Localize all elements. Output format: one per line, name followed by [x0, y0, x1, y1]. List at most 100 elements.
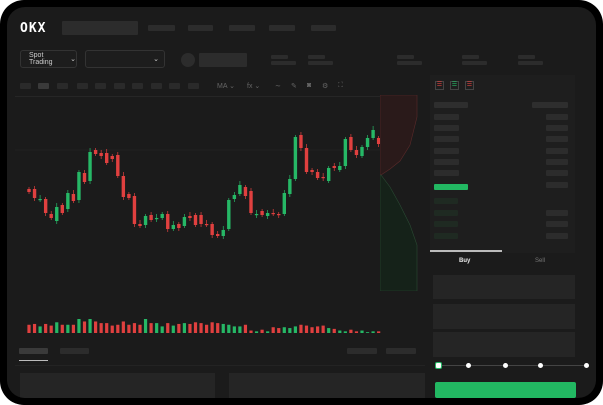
timeframe-button[interactable]	[57, 83, 68, 89]
volume-bar	[260, 329, 264, 333]
camera-icon[interactable]: ◙	[307, 82, 312, 89]
volume-bar	[127, 324, 131, 333]
volume-bar	[60, 324, 64, 333]
slider-stop-100[interactable]	[584, 363, 589, 368]
bid-size	[546, 233, 568, 239]
volume-bar	[343, 331, 347, 333]
timeframe-button[interactable]	[77, 83, 88, 89]
stat-value	[397, 61, 422, 65]
stat-value	[462, 61, 487, 65]
active-tab-label: Buy	[459, 258, 471, 264]
volume-bar	[32, 323, 37, 333]
volume-bar	[321, 325, 325, 333]
timeframe-button[interactable]	[114, 83, 125, 89]
nav-item-3[interactable]	[229, 25, 255, 31]
volume-bar	[338, 330, 342, 333]
candle	[271, 213, 275, 215]
chevron-down-icon: ⌄	[229, 83, 235, 90]
timeframe-button[interactable]	[132, 83, 143, 89]
candle	[376, 138, 381, 144]
nav-item-4[interactable]	[269, 25, 295, 31]
candle	[321, 177, 325, 179]
ask-price	[434, 125, 459, 131]
indicator-fx-button[interactable]: fx ⌄	[247, 82, 260, 90]
tab-order-history[interactable]	[60, 348, 89, 354]
amount-slider-handle[interactable]	[435, 362, 442, 369]
slider-stop-50[interactable]	[503, 363, 508, 368]
volume-bar	[249, 330, 253, 333]
candle	[332, 166, 336, 168]
volume-bar	[288, 328, 292, 333]
candle	[282, 193, 286, 214]
timeframe-button[interactable]	[169, 83, 180, 89]
candle	[82, 173, 87, 182]
candle	[49, 214, 53, 218]
filter-button[interactable]	[347, 348, 377, 354]
ma-label: MA	[217, 83, 228, 90]
candle	[121, 176, 126, 197]
candle	[32, 189, 37, 198]
volume-bar	[177, 323, 181, 333]
candlestick-chart[interactable]	[15, 97, 381, 337]
volume-bar	[188, 323, 192, 333]
amount-input[interactable]	[433, 304, 575, 329]
candle	[265, 213, 270, 216]
candle	[166, 214, 170, 229]
bid-price	[434, 233, 458, 239]
candle	[55, 207, 59, 221]
fullscreen-icon[interactable]: ⛶	[338, 82, 343, 89]
orderbook-both-icon[interactable]: ☰	[435, 81, 444, 90]
ask-price	[434, 148, 459, 154]
volume-bar	[254, 331, 259, 333]
volume-bar	[94, 321, 98, 333]
nav-item-5[interactable]	[311, 25, 336, 31]
nav-item-2[interactable]	[188, 25, 213, 31]
nav-item-1[interactable]	[148, 25, 175, 31]
candle	[171, 225, 175, 229]
candle	[293, 137, 298, 179]
fx-label: fx	[247, 83, 253, 90]
volume-bar	[44, 323, 48, 333]
volume-bar	[66, 324, 70, 333]
ask-size	[546, 125, 568, 131]
spot-trading-button[interactable]: Spot Trading ⌄	[20, 50, 77, 68]
volume-bar	[116, 324, 120, 333]
candle	[349, 137, 353, 150]
timeframe-button[interactable]	[188, 83, 199, 89]
timeframe-button[interactable]	[151, 83, 162, 89]
timeframe-button[interactable]	[20, 83, 31, 89]
coin-icon	[181, 53, 195, 67]
timeframe-button[interactable]	[38, 83, 49, 89]
slider-stop-25[interactable]	[466, 363, 471, 368]
tab-open-orders[interactable]	[19, 348, 48, 354]
indicator-ma-button[interactable]: MA ⌄	[217, 82, 235, 90]
candle	[254, 214, 259, 216]
tab-sell[interactable]: Sell	[535, 258, 546, 264]
line-tool-icon[interactable]: ∼	[275, 83, 281, 90]
orderbook-asks-icon[interactable]: ☰	[465, 81, 474, 90]
total-input[interactable]	[433, 332, 575, 357]
volume-bar	[132, 323, 137, 333]
pencil-icon[interactable]: ✎	[291, 83, 297, 90]
search-bar[interactable]	[62, 21, 138, 35]
timeframe-button[interactable]	[95, 83, 106, 89]
volume-bar	[210, 322, 214, 333]
slider-stop-75[interactable]	[538, 363, 543, 368]
gear-icon[interactable]: ⚙	[322, 83, 329, 90]
amount-slider-track[interactable]	[439, 365, 587, 366]
pair-select[interactable]: ⌄	[85, 50, 165, 68]
volume-bar	[371, 331, 375, 333]
orderbook-bids-icon[interactable]: ☰	[450, 81, 459, 90]
stat-label	[397, 55, 414, 59]
tab-buy[interactable]: Buy	[459, 258, 471, 264]
candle	[116, 155, 120, 176]
filter-button[interactable]	[386, 348, 416, 354]
volume-bar	[205, 324, 209, 333]
price-input[interactable]	[433, 275, 575, 299]
candle	[160, 214, 164, 218]
volume-bar	[166, 323, 170, 333]
candle	[77, 172, 81, 200]
buy-button[interactable]	[435, 382, 576, 398]
volume-bar	[271, 327, 275, 333]
volume-bar	[232, 326, 236, 333]
